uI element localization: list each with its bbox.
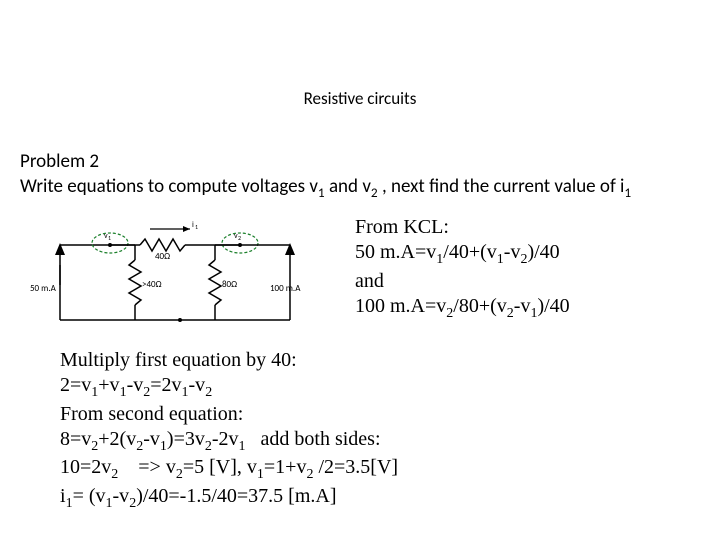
svg-text:i: i bbox=[192, 220, 194, 230]
deriv-l4: 8=v2+2(v2-v1)=3v2-2v1 add both sides: bbox=[60, 427, 700, 456]
problem-prompt: Write equations to compute voltages v1 a… bbox=[20, 175, 700, 201]
kcl-line2: 100 m.A=v2/80+(v2-v1)/40 bbox=[355, 294, 705, 323]
derivation: Multiply first equation by 40: 2=v1+v1-v… bbox=[60, 348, 700, 512]
svg-text:40Ω: 40Ω bbox=[155, 251, 170, 262]
svg-text:1: 1 bbox=[195, 223, 198, 231]
deriv-l1: Multiply first equation by 40: bbox=[60, 348, 700, 373]
deriv-l2: 2=v1+v1-v2=2v1-v2 bbox=[60, 373, 700, 402]
svg-text:80Ω: 80Ω bbox=[222, 279, 237, 290]
deriv-l6: i1= (v1-v2)/40=-1.5/40=37.5 [m.A] bbox=[60, 484, 700, 513]
svg-text:100 m.A: 100 m.A bbox=[270, 283, 301, 294]
page-title: Resistive circuits bbox=[0, 88, 720, 109]
svg-text:2: 2 bbox=[238, 234, 241, 242]
problem-heading: Problem 2 bbox=[20, 150, 700, 175]
deriv-l3: From second equation: bbox=[60, 402, 700, 427]
problem-statement: Problem 2 Write equations to compute vol… bbox=[20, 150, 700, 201]
kcl-equations: From KCL: 50 m.A=v1/40+(v1-v2)/40 and 10… bbox=[355, 215, 705, 322]
svg-text:>40Ω: >40Ω bbox=[142, 279, 162, 290]
prompt-part: , next find the current value of i bbox=[378, 175, 625, 198]
kcl-line1: 50 m.A=v1/40+(v1-v2)/40 bbox=[355, 240, 705, 269]
deriv-l5: 10=2v2 => v2=5 [V], v1=1+v2 /2=3.5[V] bbox=[60, 455, 700, 484]
svg-text:50 m.A: 50 m.A bbox=[30, 283, 57, 294]
circuit-diagram: v1 v2 i1 40Ω >40Ω 80Ω 50 m.A 100 m.A bbox=[30, 215, 320, 335]
svg-text:1: 1 bbox=[108, 234, 111, 242]
kcl-heading: From KCL: bbox=[355, 215, 705, 240]
prompt-part: Write equations to compute voltages v bbox=[20, 175, 318, 198]
prompt-part: and v bbox=[325, 175, 371, 198]
kcl-and: and bbox=[355, 269, 705, 294]
